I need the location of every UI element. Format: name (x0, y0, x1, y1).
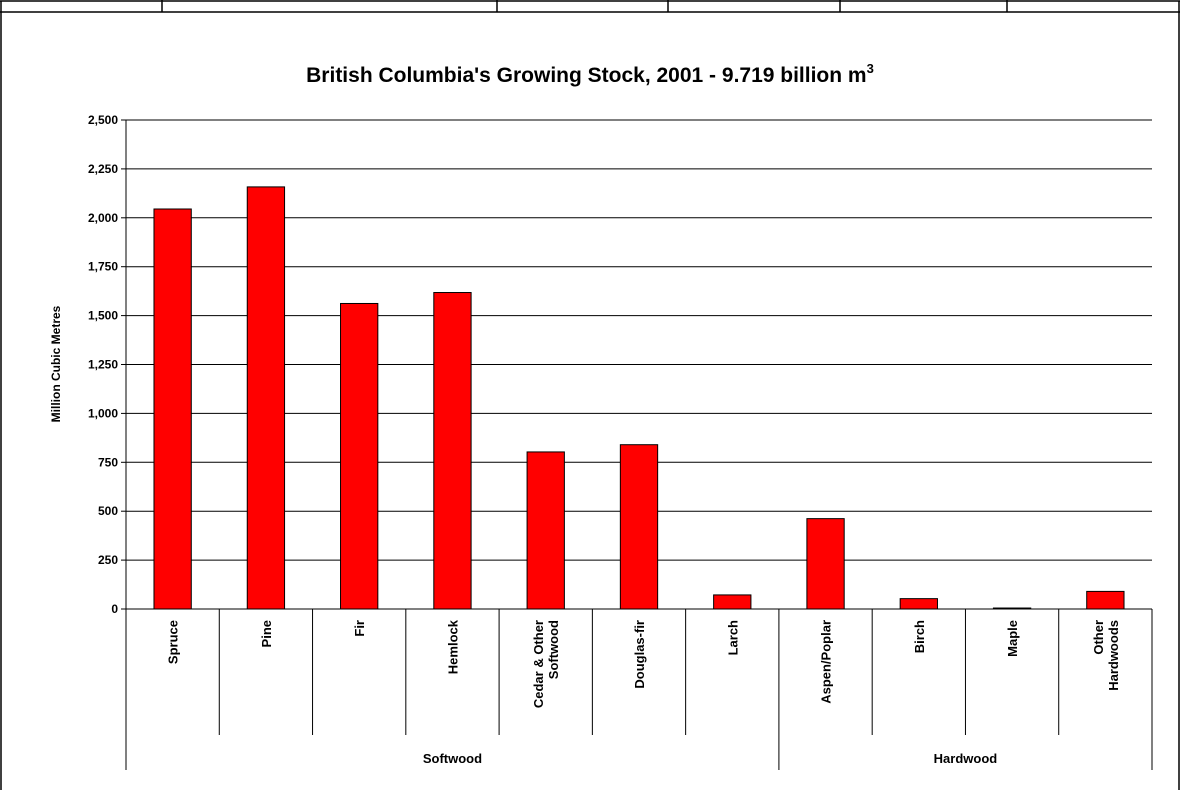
x-tick-label: Cedar & Other (531, 620, 546, 708)
bar-larch (713, 594, 752, 610)
x-tick-label: Douglas-fir (632, 620, 647, 689)
y-tick-label: 2,000 (88, 211, 118, 225)
x-axis-labels: Spruce Pine Fir Hemlock Cedar & Other Softwoo… (166, 619, 1121, 708)
x-tick-label: Pine (259, 620, 274, 647)
y-tick-label: 1,000 (88, 406, 118, 420)
group-label: Hardwood (934, 751, 998, 766)
y-tick-label: 1,250 (88, 358, 118, 372)
x-tick-label: Spruce (166, 620, 181, 664)
y-tick-label: 1,750 (88, 260, 118, 274)
y-axis-label: Million Cubic Metres (49, 305, 63, 422)
group-label: Softwood (423, 751, 482, 766)
x-tick-label: Fir (352, 620, 367, 637)
chart-title-main: British Columbia's Growing Stock, 2001 -… (306, 64, 866, 87)
bar-spruce (153, 208, 192, 610)
x-tick-label: Birch (912, 620, 927, 653)
x-tick-label: Hemlock (445, 619, 460, 674)
x-tick-label: Larch (725, 620, 740, 655)
bars (153, 186, 1125, 610)
bar-hemlock (433, 292, 472, 610)
x-axis (125, 120, 1153, 735)
bar-cedar-other-softwood (526, 451, 565, 610)
bar-fir (340, 302, 379, 610)
bar-pine (246, 186, 286, 610)
bar-birch (899, 598, 938, 610)
y-tick-label: 750 (98, 455, 118, 469)
y-axis-ticks: 0 250 500 750 1,000 1,250 1,500 1,750 2,000 2,250… (88, 113, 126, 616)
x-tick-label: Softwood (546, 620, 561, 679)
y-tick-label: 1,500 (88, 309, 118, 323)
x-tick-label: Maple (1005, 620, 1020, 657)
gridlines (126, 119, 1152, 561)
chart-title-superscript: 3 (867, 61, 874, 76)
category-groups: Softwood Hardwood (125, 735, 1153, 770)
bar-other-hardwoods (1086, 590, 1125, 610)
x-tick-label: Hardwoods (1106, 620, 1121, 691)
x-tick-label: Other (1091, 620, 1106, 655)
y-tick-label: 2,250 (88, 162, 118, 176)
bar-douglas-fir (619, 444, 659, 610)
bar-aspen-poplar (806, 518, 845, 610)
y-tick-label: 2,500 (88, 113, 118, 127)
y-tick-label: 250 (98, 553, 118, 567)
x-tick-label: Aspen/Poplar (819, 620, 834, 704)
y-tick-label: 0 (111, 602, 118, 616)
y-tick-label: 500 (98, 504, 118, 518)
chart-title: British Columbia's Growing Stock, 2001 -… (306, 61, 874, 87)
